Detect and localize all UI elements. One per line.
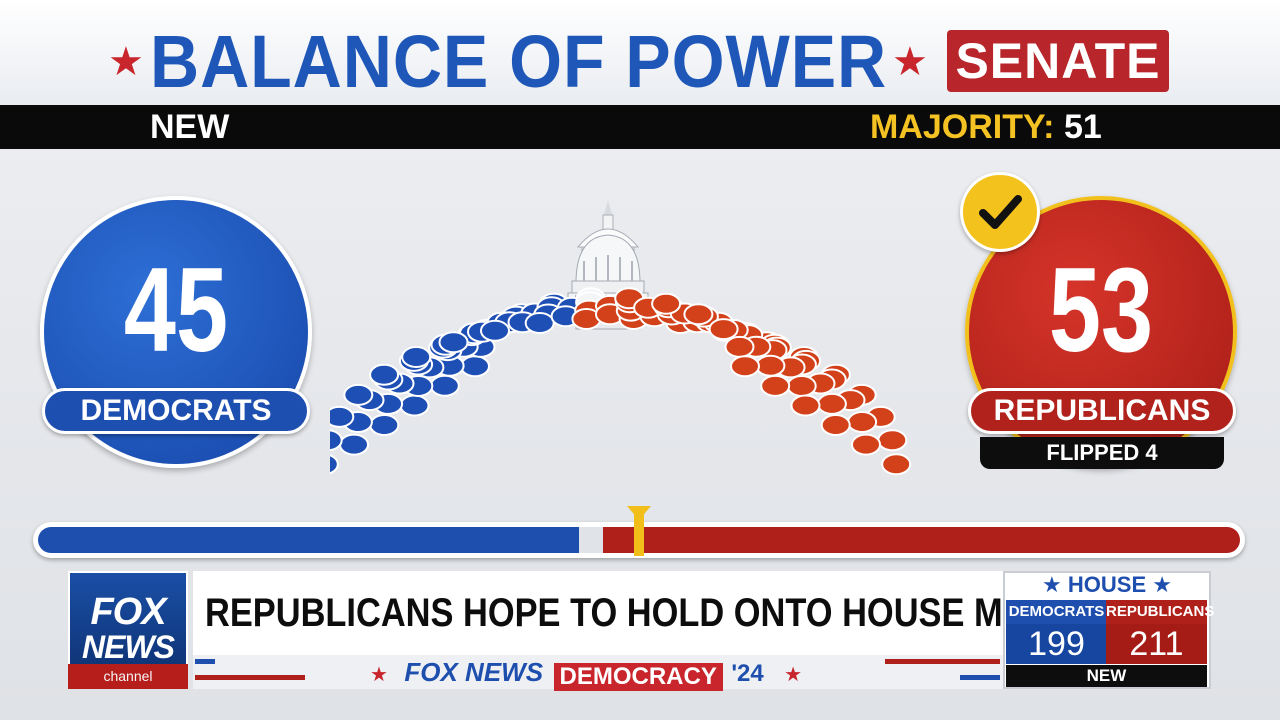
seat — [786, 375, 817, 397]
star-icon: ★ — [108, 40, 144, 84]
seat — [683, 303, 714, 326]
chamber-badge: SENATE — [947, 30, 1169, 92]
seat — [369, 414, 400, 436]
seat — [401, 346, 432, 368]
seat — [343, 383, 374, 406]
house-title: ★ HOUSE ★ — [1042, 572, 1172, 597]
seat — [820, 414, 851, 436]
checkmark-icon — [979, 195, 1022, 229]
seat — [480, 319, 510, 342]
majority-indicator: MAJORITY: 51 — [870, 106, 1102, 148]
majority-value: 51 — [1063, 108, 1102, 146]
balance-bar-democrats — [38, 527, 579, 553]
brand-year: '24 — [731, 660, 764, 687]
page-title: BALANCE OF POWER — [150, 20, 888, 103]
democracy-24-brand: ★ FOX NEWS DEMOCRACY '24 ★ — [370, 656, 803, 691]
star-icon: ★ — [784, 664, 803, 686]
strip-accent-red — [195, 675, 305, 680]
brand-democracy: DEMOCRACY — [553, 662, 723, 691]
house-democrats-label: DEMOCRATS — [1006, 600, 1107, 624]
seat — [330, 429, 343, 452]
seat — [724, 335, 755, 358]
star-icon: ★ — [370, 664, 388, 686]
star-icon: ★ — [892, 40, 928, 84]
seat — [881, 453, 912, 476]
majority-label: MAJORITY: — [870, 108, 1055, 146]
seat — [524, 312, 555, 334]
seat — [730, 355, 760, 378]
seat — [460, 355, 490, 378]
republicans-label: REPUBLICANS — [968, 388, 1236, 434]
seat — [339, 433, 369, 456]
logo-channel-text: channel — [68, 664, 188, 689]
seat-group — [330, 287, 912, 476]
house-republicans-label: REPUBLICANS — [1106, 600, 1214, 624]
seat — [708, 318, 739, 341]
balance-bar-undecided — [579, 527, 603, 553]
democrats-label: DEMOCRATS — [42, 388, 310, 434]
strip-accent-red — [885, 659, 1000, 664]
seat — [399, 394, 430, 417]
status-new-label: NEW — [150, 108, 230, 146]
seat — [755, 354, 786, 377]
senate-seat-chart — [330, 200, 912, 476]
strip-accent-blue — [960, 675, 1000, 680]
balance-bar-republicans — [603, 527, 1240, 553]
republicans-seat-count: 53 — [1048, 243, 1154, 377]
majority-marker — [634, 508, 644, 556]
seat — [330, 405, 355, 428]
seat — [369, 363, 400, 386]
flipped-count: FLIPPED 4 — [980, 437, 1224, 469]
seat — [760, 374, 791, 397]
status-bar — [0, 105, 1280, 149]
seat — [429, 374, 460, 397]
democrats-seat-count: 45 — [123, 243, 229, 377]
seat — [847, 411, 878, 433]
seat — [816, 392, 847, 415]
seat — [438, 331, 469, 354]
headline: REPUBLICANS HOPE TO HOLD ONTO HOUSE MAJO… — [205, 591, 1152, 635]
logo-fox-text: FOX — [90, 591, 166, 633]
seat — [330, 454, 339, 475]
seat — [790, 394, 821, 417]
winner-check-badge — [960, 172, 1040, 252]
seat — [851, 433, 881, 456]
strip-accent-blue — [195, 659, 215, 664]
seat — [877, 429, 908, 452]
house-status-new: NEW — [1006, 665, 1207, 687]
house-democrats-seats: 199 — [1006, 624, 1107, 664]
logo-news-text: NEWS — [82, 629, 175, 665]
house-republicans-seats: 211 — [1106, 624, 1207, 664]
seat — [651, 292, 682, 315]
headline-box — [193, 571, 1003, 655]
majority-marker-arrow-icon — [627, 506, 651, 520]
brand-fox-news: FOX NEWS — [404, 657, 544, 687]
